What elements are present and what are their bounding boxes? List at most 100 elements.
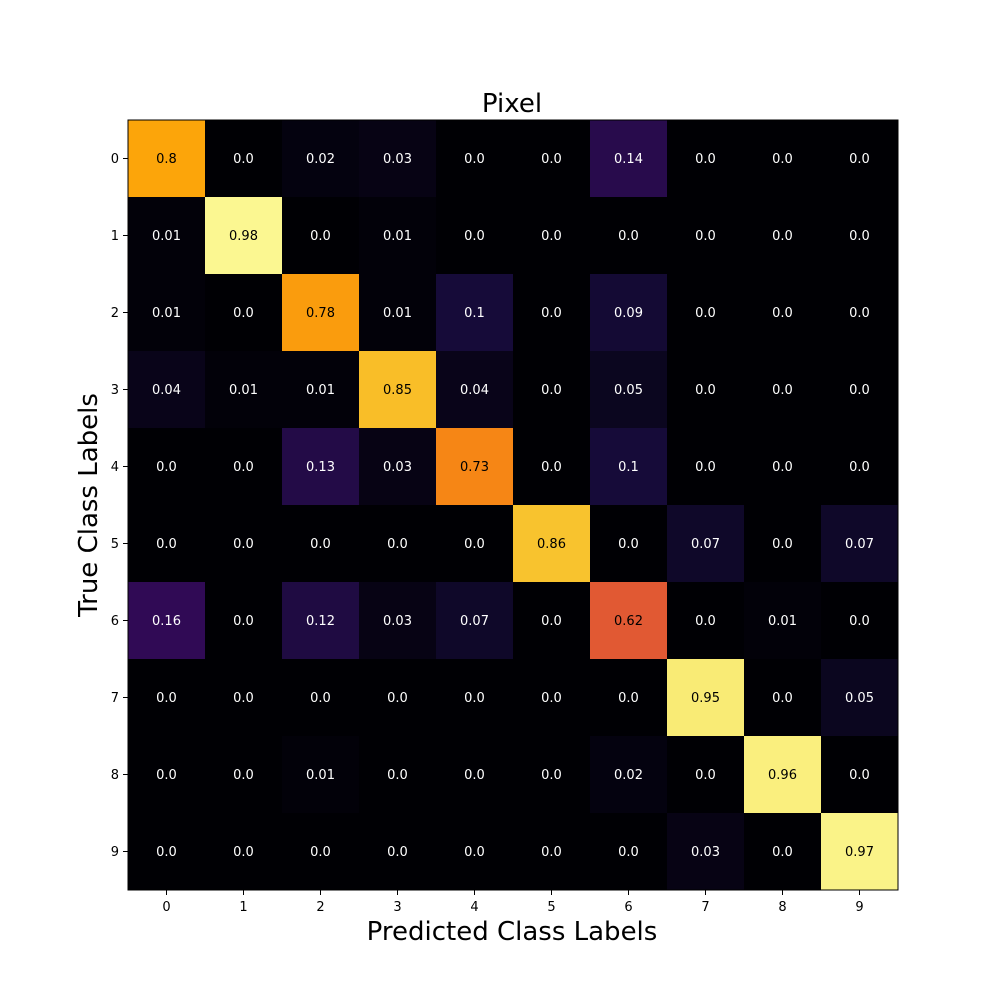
cell-value-label-r7-c2: 0.0 (310, 691, 331, 706)
heatmap-cell-r5-c2 (282, 505, 360, 583)
heatmap-cell-r6-c3 (359, 582, 437, 660)
heatmap-cell-r9-c3 (359, 813, 437, 891)
heatmap-cell-r1-c9 (821, 197, 899, 275)
heatmap-cell-r9-c1 (205, 813, 283, 891)
heatmap-cell-r4-c1 (205, 428, 283, 506)
heatmap-cell-r8-c6 (590, 736, 668, 814)
heatmap-cell-r3-c3 (359, 351, 437, 429)
cell-value-label-r1-c1: 0.98 (229, 229, 258, 244)
heatmap-cell-r9-c5 (513, 813, 591, 891)
cell-value-label-r8-c4: 0.0 (464, 768, 485, 783)
cell-value-label-r6-c7: 0.0 (695, 614, 716, 629)
heatmap-cell-r5-c5 (513, 505, 591, 583)
heatmap-cell-r9-c7 (667, 813, 745, 891)
cell-value-label-r0-c2: 0.02 (306, 152, 335, 167)
cell-value-label-r3-c5: 0.0 (541, 383, 562, 398)
cell-value-label-r9-c7: 0.03 (691, 845, 720, 860)
chart-title: Pixel (482, 89, 542, 119)
cell-value-label-r1-c8: 0.0 (772, 229, 793, 244)
cell-value-label-r8-c7: 0.0 (695, 768, 716, 783)
cell-value-label-r5-c6: 0.0 (618, 537, 639, 552)
heatmap-cell-r9-c6 (590, 813, 668, 891)
y-tick-label-9: 9 (111, 845, 119, 860)
cell-value-label-r0-c3: 0.03 (383, 152, 412, 167)
cell-value-label-r5-c7: 0.07 (691, 537, 720, 552)
cell-value-label-r3-c7: 0.0 (695, 383, 716, 398)
heatmap-cell-r5-c8 (744, 505, 822, 583)
heatmap-cell-r8-c8 (744, 736, 822, 814)
cell-value-label-r2-c7: 0.0 (695, 306, 716, 321)
x-tick-label-5: 5 (547, 900, 555, 915)
heatmap-cell-r7-c6 (590, 659, 668, 737)
heatmap-cell-r3-c8 (744, 351, 822, 429)
cell-value-label-r8-c1: 0.0 (233, 768, 254, 783)
cell-value-label-r8-c5: 0.0 (541, 768, 562, 783)
x-tick-label-6: 6 (624, 900, 632, 915)
heatmap-cell-r7-c3 (359, 659, 437, 737)
heatmap-cell-r9-c2 (282, 813, 360, 891)
cell-value-label-r2-c6: 0.09 (614, 306, 643, 321)
heatmap-cell-r0-c0 (128, 120, 206, 198)
heatmap-cell-r0-c7 (667, 120, 745, 198)
cell-value-label-r9-c8: 0.0 (772, 845, 793, 860)
cell-value-label-r7-c0: 0.0 (156, 691, 177, 706)
y-tick-label-2: 2 (111, 306, 119, 321)
cell-value-label-r8-c3: 0.0 (387, 768, 408, 783)
heatmap-cell-r2-c7 (667, 274, 745, 352)
cell-value-label-r0-c9: 0.0 (849, 152, 870, 167)
y-tick-label-1: 1 (111, 229, 119, 244)
x-axis-label: Predicted Class Labels (367, 917, 658, 947)
heatmap-cell-r3-c7 (667, 351, 745, 429)
heatmap-cell-r4-c3 (359, 428, 437, 506)
cell-value-label-r3-c1: 0.01 (229, 383, 258, 398)
heatmap-cells (128, 120, 899, 891)
heatmap-cell-r5-c3 (359, 505, 437, 583)
heatmap-cell-r1-c8 (744, 197, 822, 275)
cell-value-label-r3-c8: 0.0 (772, 383, 793, 398)
heatmap-cell-r6-c0 (128, 582, 206, 660)
heatmap-cell-r6-c4 (436, 582, 514, 660)
heatmap-cell-r4-c0 (128, 428, 206, 506)
cell-value-label-r4-c9: 0.0 (849, 460, 870, 475)
x-tick-label-7: 7 (701, 900, 709, 915)
y-tick-label-5: 5 (111, 537, 119, 552)
heatmap-cell-r7-c0 (128, 659, 206, 737)
heatmap-cell-r1-c7 (667, 197, 745, 275)
cell-value-label-r1-c7: 0.0 (695, 229, 716, 244)
cell-value-label-r9-c9: 0.97 (845, 845, 874, 860)
heatmap-cell-r5-c0 (128, 505, 206, 583)
cell-value-label-r6-c6: 0.62 (614, 614, 643, 629)
heatmap-cell-r7-c8 (744, 659, 822, 737)
heatmap-cell-r5-c9 (821, 505, 899, 583)
cell-value-label-r0-c1: 0.0 (233, 152, 254, 167)
heatmap-cell-r3-c4 (436, 351, 514, 429)
heatmap-cell-r1-c1 (205, 197, 283, 275)
cell-value-label-r3-c3: 0.85 (383, 383, 412, 398)
heatmap-cell-r4-c8 (744, 428, 822, 506)
heatmap-cell-r0-c1 (205, 120, 283, 198)
heatmap-cell-r5-c6 (590, 505, 668, 583)
heatmap-cell-r4-c6 (590, 428, 668, 506)
heatmap-cell-r1-c3 (359, 197, 437, 275)
heatmap-cell-r6-c7 (667, 582, 745, 660)
y-tick-label-0: 0 (111, 152, 119, 167)
cell-value-label-r2-c4: 0.1 (464, 306, 485, 321)
heatmap-cell-r4-c5 (513, 428, 591, 506)
heatmap-cell-r7-c5 (513, 659, 591, 737)
heatmap-cell-r2-c3 (359, 274, 437, 352)
x-tick-label-4: 4 (470, 900, 478, 915)
cell-value-label-r9-c3: 0.0 (387, 845, 408, 860)
cell-value-label-r7-c3: 0.0 (387, 691, 408, 706)
cell-value-label-r8-c0: 0.0 (156, 768, 177, 783)
cell-value-label-r1-c5: 0.0 (541, 229, 562, 244)
heatmap-cell-r8-c0 (128, 736, 206, 814)
heatmap-cell-r9-c9 (821, 813, 899, 891)
heatmap-cell-r5-c1 (205, 505, 283, 583)
heatmap-cell-r7-c4 (436, 659, 514, 737)
heatmap-cell-r1-c2 (282, 197, 360, 275)
x-tick-label-9: 9 (855, 900, 863, 915)
cell-value-label-r2-c8: 0.0 (772, 306, 793, 321)
heatmap-cell-r2-c1 (205, 274, 283, 352)
heatmap-cell-r7-c9 (821, 659, 899, 737)
